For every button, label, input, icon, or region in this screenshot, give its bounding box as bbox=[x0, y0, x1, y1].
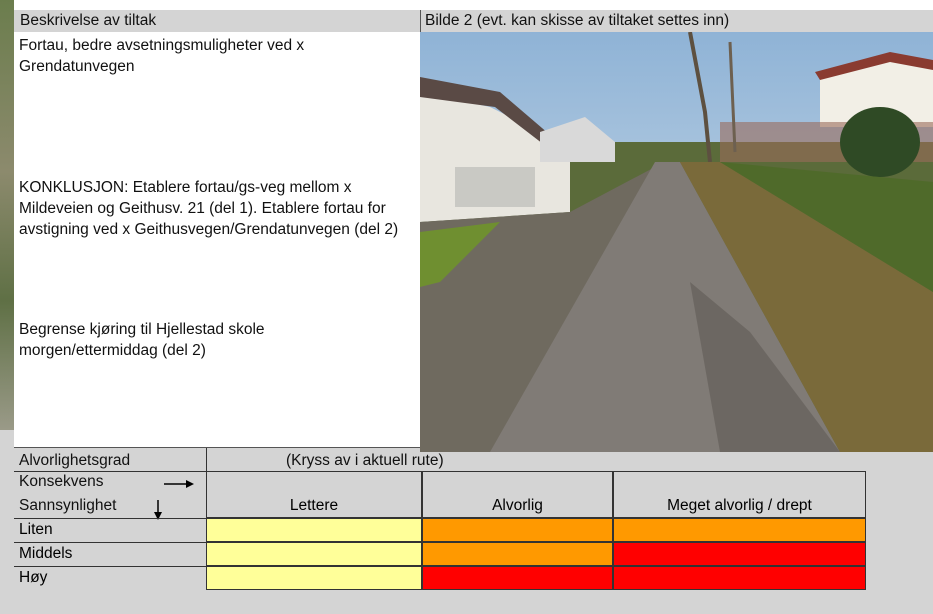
risk-cell bbox=[422, 566, 613, 590]
arrow-down bbox=[152, 500, 164, 520]
column-header: Alvorlig bbox=[422, 471, 613, 518]
col-axis-text: Sannsynlighet bbox=[19, 497, 116, 514]
description-paragraph: Begrense kjøring til Hjellestad skole mo… bbox=[19, 319, 349, 361]
risk-cell bbox=[613, 542, 866, 566]
risk-cell bbox=[422, 518, 613, 542]
header-right: Bilde 2 (evt. kan skisse av tiltaket set… bbox=[425, 10, 729, 31]
page: Beskrivelse av tiltak Bilde 2 (evt. kan … bbox=[0, 0, 933, 613]
risk-cell bbox=[613, 518, 866, 542]
header-left: Beskrivelse av tiltak bbox=[20, 10, 156, 31]
risk-cell bbox=[613, 566, 866, 590]
column-header: Meget alvorlig / drept bbox=[613, 471, 866, 518]
row-header: Høy bbox=[14, 566, 206, 590]
row-header: Liten bbox=[14, 518, 206, 542]
arrow-right bbox=[164, 478, 194, 490]
column-header: Lettere bbox=[206, 471, 422, 518]
row-axis-label: Konsekvens bbox=[19, 471, 103, 492]
table-note: (Kryss av i aktuell rute) bbox=[286, 450, 444, 471]
header-divider bbox=[420, 10, 421, 32]
table-title: Alvorlighetsgrad bbox=[19, 450, 130, 471]
description-box: Fortau, bedre avsetningsmuligheter ved x… bbox=[14, 32, 420, 447]
description-paragraph: Fortau, bedre avsetningsmuligheter ved x… bbox=[19, 35, 399, 77]
risk-cell bbox=[206, 518, 422, 542]
risk-cell bbox=[206, 566, 422, 590]
col-axis-label: Sannsynlighet bbox=[19, 495, 116, 516]
row-axis-text: Konsekvens bbox=[19, 473, 103, 490]
risk-cell bbox=[422, 542, 613, 566]
aerial-image-strip bbox=[0, 0, 14, 430]
risk-cell bbox=[206, 542, 422, 566]
risk-table: Alvorlighetsgrad (Kryss av i aktuell rut… bbox=[14, 447, 933, 614]
row-header: Middels bbox=[14, 542, 206, 566]
street-photo bbox=[420, 32, 933, 452]
description-paragraph: KONKLUSJON: Etablere fortau/gs-veg mello… bbox=[19, 177, 414, 240]
